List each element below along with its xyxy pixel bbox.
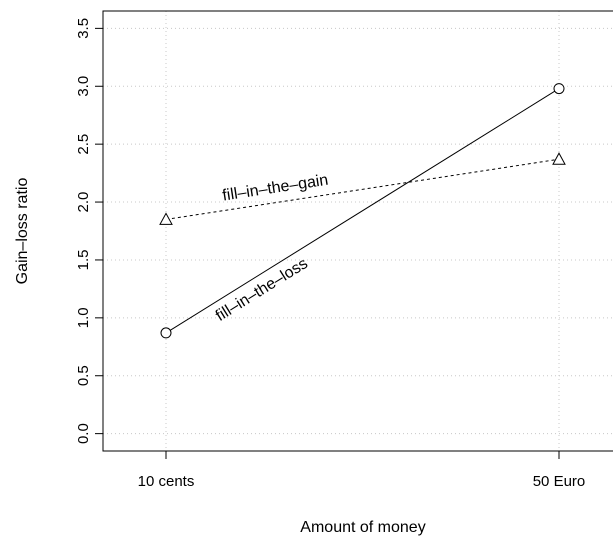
gridlines [103, 11, 613, 451]
x-tick-label: 50 Euro [533, 473, 586, 490]
axes [95, 10, 613, 459]
series-line-loss [165, 88, 560, 334]
point-loss [160, 327, 172, 339]
y-axis-title: Gain–loss ratio [14, 178, 31, 285]
point-loss [553, 83, 565, 95]
y-tick-label: 2.0 [75, 192, 92, 213]
x-axis-title: Amount of money [300, 519, 425, 536]
y-tick-label: 3.5 [75, 18, 92, 39]
y-tick-label: 0.0 [75, 423, 92, 444]
x-tick-label: 10 cents [138, 473, 195, 490]
y-tick-label: 0.5 [75, 365, 92, 386]
point-gain [159, 212, 173, 225]
point-gain [552, 152, 566, 165]
y-tick-label: 1.5 [75, 250, 92, 271]
y-tick-label: 1.0 [75, 307, 92, 328]
plot-frame [102, 10, 613, 452]
series [159, 83, 566, 339]
series-line-gain [165, 158, 560, 220]
y-tick-label: 2.5 [75, 134, 92, 155]
y-tick-label: 3.0 [75, 76, 92, 97]
